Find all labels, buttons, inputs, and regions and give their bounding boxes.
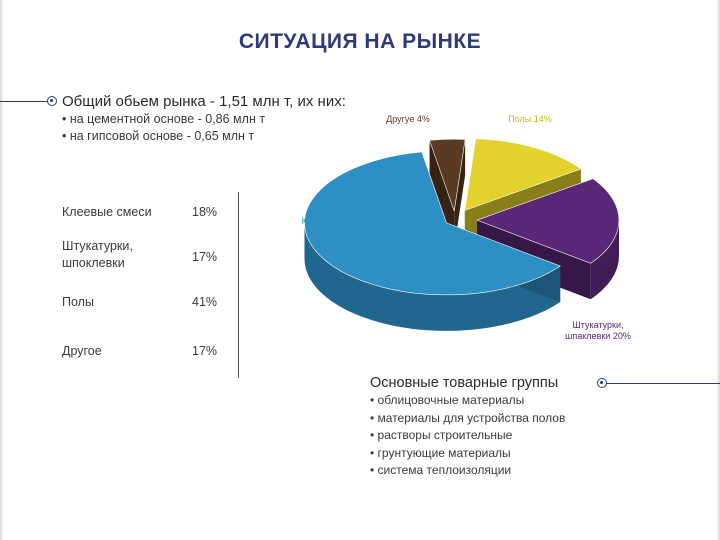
market-heading: Общий обьем рынка - 1,51 млн т, их них: [62,93,346,110]
market-bullet-icon [47,96,57,106]
pie-labels: Другуе 4% Полы 14% Штукатурки, шпаклевки 20… [302,114,631,341]
market-summary: Общий обьем рынка - 1,51 млн т, их них: … [62,93,402,145]
market-pie-chart: Другуе 4% Полы 14% Штукатурки, шпаклевки 20… [302,114,631,341]
right-connector-line [607,383,720,384]
groups-heading: Основные товарные группы [370,375,559,391]
pie-slice [464,138,582,211]
page-title: СИТУАЦИЯ НА РЫНКЕ [238,30,482,53]
pie-slice-cut-face [429,140,455,248]
pie-slice [476,178,620,264]
pie-slice-cut-face [454,139,466,248]
share-label: Другое [62,344,102,358]
groups-item: • материалы для устройства полов [370,410,566,425]
left-connector-line [0,101,48,102]
share-table-divider [238,192,239,378]
pie-slice-label: Штукатурки, шпаклевки 20% [565,320,631,341]
share-value: 17% [192,344,218,358]
pie-slice-label: Полы 14% [508,114,552,124]
share-label: Штукатурки, шпоклевки [62,239,133,270]
pie-slice-side [304,222,561,331]
groups-item: • грунтующие материалы [370,445,511,460]
market-line-gypsum: • на гипсовой основе - 0,65 млн т [62,129,255,143]
pie-slice-label: Клеевые смеси 62% [302,216,339,248]
share-table: Клеевые смеси 18% Штукатурки, шпоклевки … [62,192,242,378]
product-groups: Основные товарные группы • облицовочные … [370,374,700,480]
groups-bullet-icon [597,378,607,388]
share-value: 41% [192,295,218,309]
page-edge-right [716,0,720,540]
page-edge-left [0,0,4,540]
groups-item: • растворы строительные [370,428,513,442]
share-value: 18% [192,205,218,219]
share-label: Клеевые смеси [62,205,152,219]
share-value: 17% [192,250,218,264]
pie-slice-side [590,220,619,300]
groups-item: • система теплоизоляции [370,463,512,477]
share-label: Полы [62,295,94,309]
pie-slice [429,138,466,212]
market-line-cement: • на цементной основе - 0,86 млн т [62,112,266,126]
groups-item: • облицовочные материалы [370,393,525,407]
pie-slice [304,151,561,296]
pie-slice-label: Другуе 4% [386,114,430,124]
pie-tops [304,138,620,296]
